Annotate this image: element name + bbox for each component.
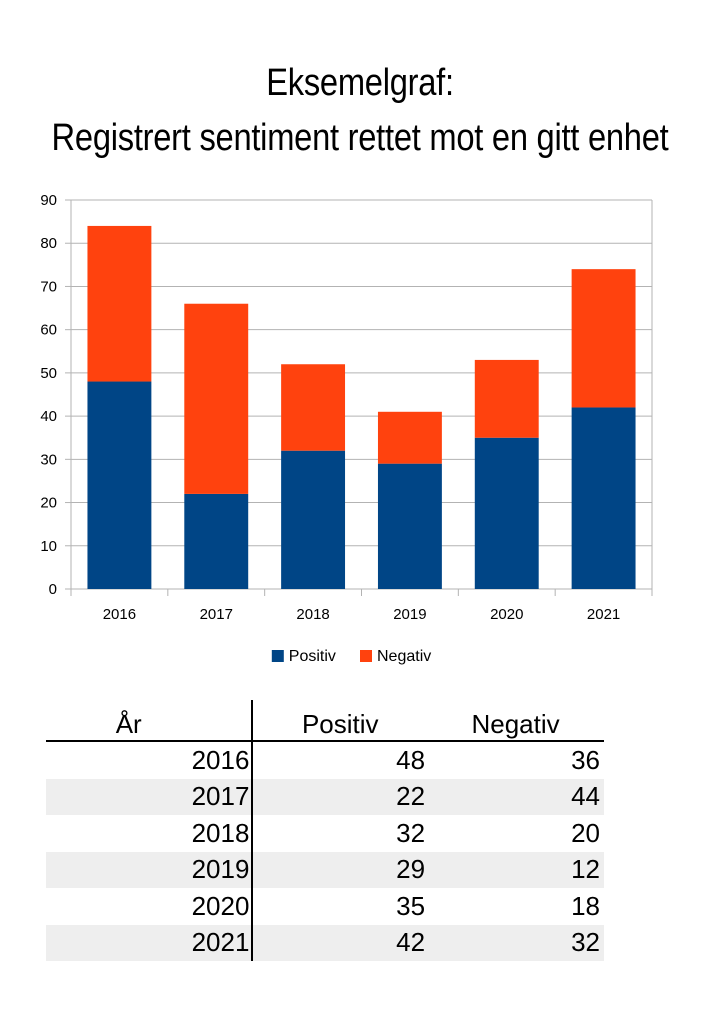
x-tick-label: 2016: [103, 606, 136, 623]
cell-negative: 18: [571, 890, 600, 921]
table-header-row: År Positiv Negativ: [46, 700, 604, 741]
bar-positive-2020: [474, 437, 539, 589]
cell-negative: 32: [571, 927, 600, 958]
bar-negative-2019: [377, 411, 442, 464]
title-line-1: Eksemelgraf:: [266, 62, 454, 104]
x-tick-label: 2019: [393, 606, 426, 623]
cell-positive: 48: [396, 744, 426, 775]
table-row: 2021 42 32: [46, 924, 604, 961]
cell-year: 2017: [46, 778, 254, 815]
legend-swatch-negative: [360, 650, 372, 662]
cell-positive: 29: [396, 854, 426, 885]
table-row: 2019 29 12: [46, 851, 604, 888]
bar-negative-2018: [281, 364, 346, 451]
cell-negative: 36: [571, 744, 600, 775]
y-tick-label: 20: [40, 495, 57, 512]
cell-year: 2021: [46, 924, 254, 961]
cell-year: 2019: [46, 851, 254, 888]
chart-title: Eksemelgraf: Registrert sentiment rettet…: [50, 56, 669, 166]
y-tick-label: 50: [40, 365, 57, 382]
cell-positive: 35: [396, 890, 426, 921]
legend-label-negative: Negativ: [377, 648, 431, 665]
y-tick-label: 40: [40, 408, 57, 425]
cell-year: 2020: [46, 888, 254, 925]
y-tick-label: 0: [49, 581, 57, 598]
bar-positive-2016: [87, 381, 152, 589]
legend-label-positive: Positiv: [289, 648, 336, 665]
y-tick-label: 10: [40, 538, 57, 555]
bar-negative-2016: [87, 225, 152, 382]
x-tick-label: 2021: [587, 606, 620, 623]
x-tick-label: 2017: [200, 606, 233, 623]
cell-positive: 42: [396, 927, 426, 958]
cell-positive: 22: [396, 781, 426, 812]
legend-swatch-positive: [271, 650, 284, 662]
x-tick-label: 2020: [490, 606, 523, 623]
bar-negative-2017: [184, 303, 249, 494]
cell-positive: 32: [396, 817, 426, 848]
data-table-container: År Positiv Negativ 2016 48 36 2017 22 44…: [46, 700, 606, 961]
x-tick-label: 2018: [296, 606, 329, 623]
stacked-bar-chart: 0 10 20 30 40 50 60 70 80 90 2016 2017 2018 2019 2020 2…: [40, 192, 653, 665]
y-tick-label: 90: [40, 192, 57, 209]
cell-negative: 12: [571, 854, 600, 885]
table-row: 2018 32 20: [46, 815, 604, 852]
y-tick-label: 30: [40, 451, 57, 468]
title-line-2: Registrert sentiment rettet mot en gitt …: [51, 117, 669, 159]
bar-negative-2021: [571, 269, 636, 408]
bar-positive-2017: [184, 493, 249, 589]
table-row: 2020 35 18: [46, 888, 604, 925]
cell-year: 2018: [46, 815, 254, 852]
header-positive: Positiv: [301, 709, 379, 739]
cell-negative: 20: [571, 817, 600, 848]
header-year: År: [46, 700, 254, 741]
bar-negative-2020: [474, 359, 539, 438]
y-tick-label: 60: [40, 322, 57, 339]
bar-positive-2019: [377, 463, 442, 589]
table-row: 2016 48 36: [46, 741, 604, 779]
y-tick-label: 80: [40, 235, 57, 252]
cell-year: 2016: [46, 741, 254, 779]
cell-negative: 44: [571, 781, 600, 812]
bar-positive-2018: [281, 450, 346, 589]
table-row: 2017 22 44: [46, 778, 604, 815]
y-tick-label: 70: [40, 278, 57, 295]
data-table: År Positiv Negativ 2016 48 36 2017 22 44…: [46, 700, 604, 961]
bar-positive-2021: [571, 407, 636, 589]
header-negative: Negativ: [471, 709, 560, 739]
